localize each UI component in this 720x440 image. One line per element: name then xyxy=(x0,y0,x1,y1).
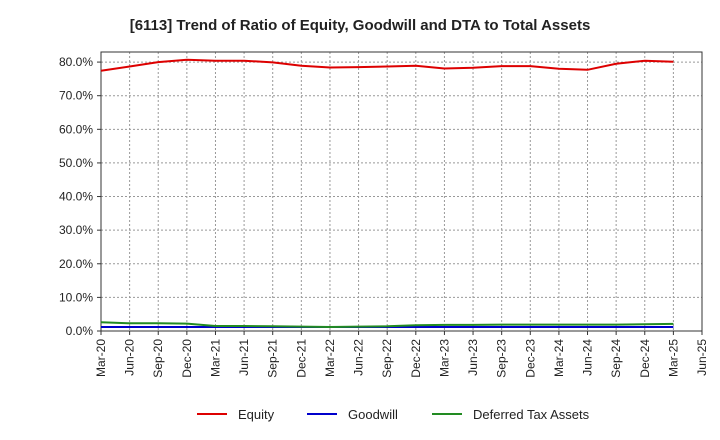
x-tick-label: Dec-22 xyxy=(409,339,423,378)
x-tick-label: Dec-20 xyxy=(180,339,194,378)
x-tick-label: Mar-24 xyxy=(552,339,566,377)
y-tick-label: 10.0% xyxy=(59,290,93,304)
x-tick-label: Mar-21 xyxy=(208,339,222,377)
legend-item-goodwill: Goodwill xyxy=(307,407,398,422)
x-tick-label: Jun-23 xyxy=(466,339,480,376)
y-tick-label: 50.0% xyxy=(59,156,93,170)
x-tick-label: Jun-21 xyxy=(237,339,251,376)
x-tick-label: Dec-23 xyxy=(523,339,537,378)
x-tick-label: Jun-22 xyxy=(352,339,366,376)
plot-frame xyxy=(100,51,703,332)
y-tick-label: 70.0% xyxy=(59,89,93,103)
deferred-tax-assets-series-line xyxy=(100,321,674,329)
x-tick-label: Jun-25 xyxy=(695,339,709,376)
x-tick-label: Jun-24 xyxy=(581,339,595,376)
x-tick-label: Sep-21 xyxy=(266,339,280,378)
x-tick-label: Sep-20 xyxy=(151,339,165,378)
y-tick-label: 40.0% xyxy=(59,190,93,204)
x-tick-label: Jun-20 xyxy=(123,339,137,376)
x-tick-label: Sep-23 xyxy=(495,339,509,378)
axis-layer: 0.0% 10.0% 20.0% 30.0% 40.0% 50.0% 60.0% 70.0% 8… xyxy=(59,51,709,378)
x-tick-label: Dec-21 xyxy=(294,339,308,378)
x-tick-label: Sep-22 xyxy=(380,339,394,378)
x-tick-label: Mar-22 xyxy=(323,339,337,377)
legend-label: Equity xyxy=(238,407,275,422)
legend-item-deferred-tax-assets: Deferred Tax Assets xyxy=(432,407,590,422)
legend: Equity Goodwill Deferred Tax Assets xyxy=(197,407,590,422)
x-tick-label: Mar-23 xyxy=(437,339,451,377)
y-tick-label: 20.0% xyxy=(59,257,93,271)
legend-label: Deferred Tax Assets xyxy=(473,407,590,422)
y-tick-label: 0.0% xyxy=(66,324,94,338)
x-tick-label: Mar-20 xyxy=(94,339,108,377)
y-tick-label: 80.0% xyxy=(59,55,93,69)
legend-label: Goodwill xyxy=(348,407,398,422)
series-layer xyxy=(100,58,674,329)
x-tick-label: Mar-25 xyxy=(666,339,680,377)
y-tick-label: 30.0% xyxy=(59,223,93,237)
legend-item-equity: Equity xyxy=(197,407,275,422)
y-tick-label: 60.0% xyxy=(59,122,93,136)
x-tick-label: Dec-24 xyxy=(638,339,652,378)
x-tick-label: Sep-24 xyxy=(609,339,623,378)
chart-title: [6113] Trend of Ratio of Equity, Goodwil… xyxy=(130,17,591,34)
equity-series-line xyxy=(100,58,674,72)
grid-layer xyxy=(100,52,703,332)
